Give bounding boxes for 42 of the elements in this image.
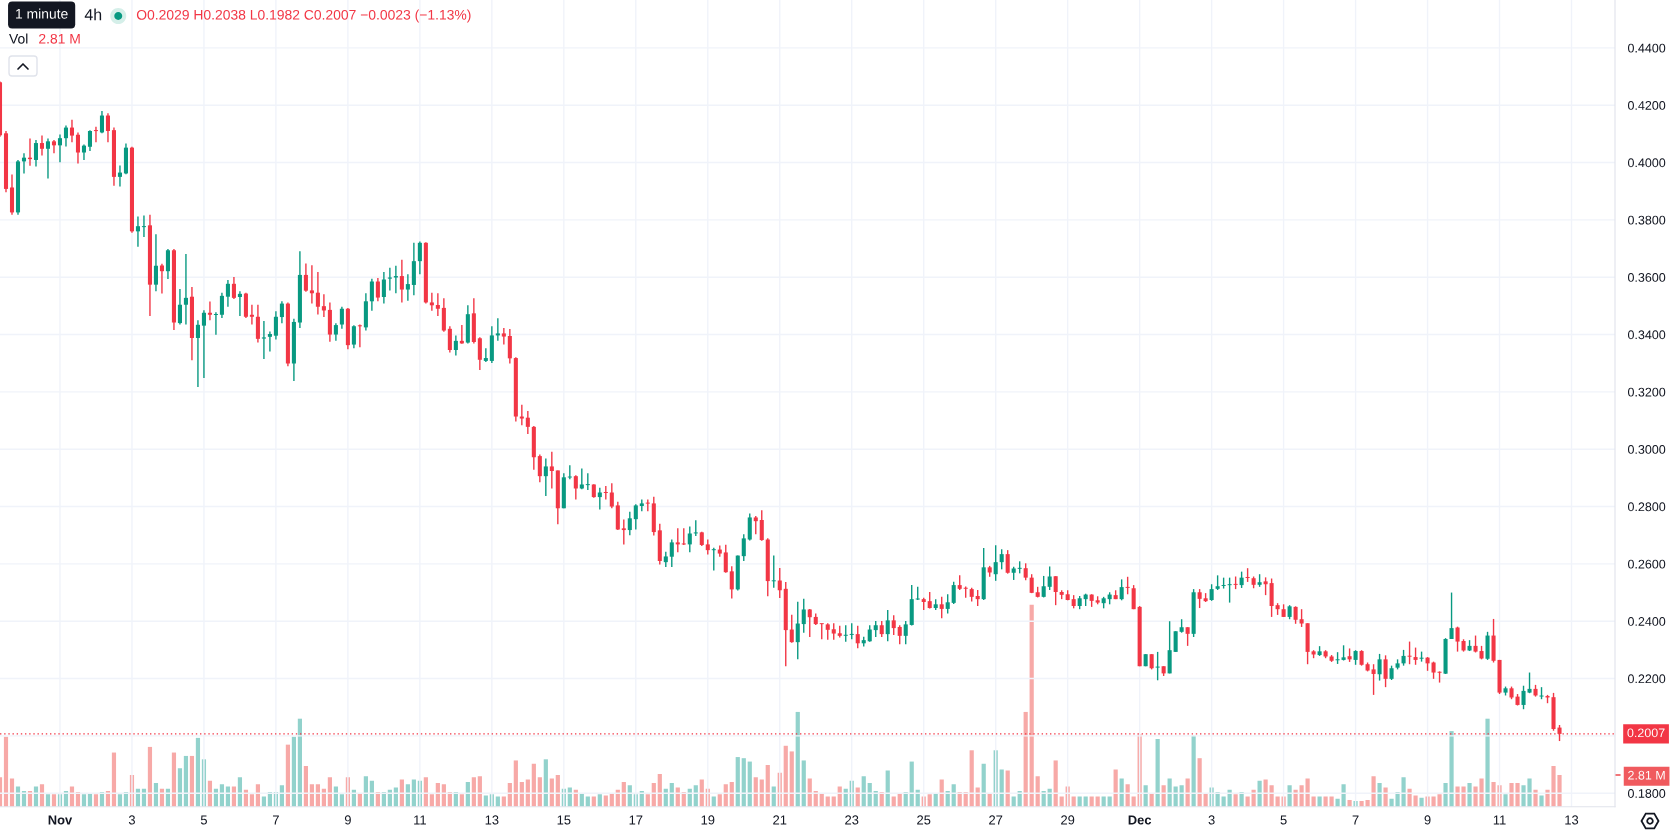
annotation: 1 minute <box>16 8 68 19</box>
y-tick-label: 0.3000 <box>1627 445 1666 454</box>
y-tick-label: 0.3800 <box>1627 215 1666 225</box>
y-tick-label: 0.4400 <box>1627 43 1666 53</box>
y-tick-label: 0.1800 <box>1627 789 1666 798</box>
x-tick-label: 3 <box>128 815 135 825</box>
annotation: O0.2029 H0.2038 L0.1982 C0.2007 −0.0023 (−1.13%) <box>136 9 471 23</box>
x-tick-label: Nov <box>48 815 73 825</box>
x-tick-label: 17 <box>629 815 643 825</box>
y-tick-label: 0.3200 <box>1627 387 1666 397</box>
y-tick-label: 0.3600 <box>1627 273 1666 282</box>
y-tick-label: 0.2200 <box>1627 674 1666 684</box>
x-tick-label: 25 <box>917 815 931 825</box>
y-tick-label: 0.2600 <box>1627 559 1666 569</box>
x-tick-label: 15 <box>557 815 571 825</box>
y-tick-label: 0.4200 <box>1627 101 1666 110</box>
x-tick-label: 27 <box>989 815 1003 825</box>
x-tick-label: Dec <box>1128 815 1152 825</box>
x-tick-label: 23 <box>845 815 859 825</box>
y-tick-label: 0.2800 <box>1627 502 1666 512</box>
y-tick-label: 0.3400 <box>1627 330 1666 340</box>
x-tick-label: 21 <box>773 815 787 825</box>
y-tick-label: 0.2400 <box>1627 617 1666 626</box>
x-tick-label: 9 <box>1424 815 1431 825</box>
x-tick-label: 19 <box>701 815 715 825</box>
y-tick-label: 0.4000 <box>1627 158 1666 168</box>
x-tick-label: 5 <box>1280 815 1287 825</box>
y-tick-label: 2.81 M <box>1628 770 1665 780</box>
x-tick-label: 7 <box>272 815 279 825</box>
chart-title: 4h <box>84 8 102 21</box>
x-tick-label: 13 <box>485 815 499 825</box>
x-tick-label: 29 <box>1061 815 1075 825</box>
ref-line-label: 0.2007 <box>1627 728 1665 738</box>
x-tick-label: 9 <box>344 815 351 825</box>
x-tick-label: 13 <box>1565 815 1579 825</box>
x-tick-label: 11 <box>414 815 426 825</box>
x-tick-label: 7 <box>1352 815 1359 825</box>
x-tick-label: 3 <box>1208 815 1215 825</box>
text: Vol <box>9 33 28 44</box>
annotation: 2.81 M <box>39 33 80 44</box>
x-tick-label: 5 <box>200 815 207 825</box>
x-tick-label: 11 <box>1493 815 1506 825</box>
